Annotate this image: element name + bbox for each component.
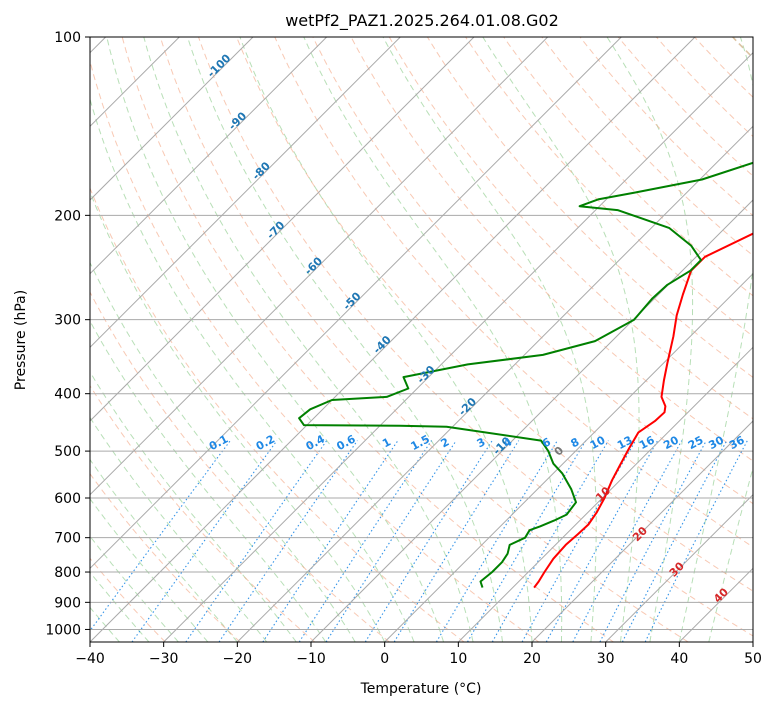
mixing-ratio-line: [262, 440, 399, 642]
x-tick-label: 50: [744, 651, 762, 667]
temperature-profile: [533, 232, 753, 589]
moist-adiabat: [606, 37, 694, 642]
dry-adiabat: [90, 186, 465, 642]
mixing-ratio-label: 13: [615, 433, 635, 452]
dry-adiabat: [198, 37, 753, 637]
dry-adiabat: [90, 59, 540, 642]
y-axis-ticks: 100 200 300 400 500 600 700 800 900 1000: [45, 30, 90, 638]
mixing-ratio-line: [491, 440, 609, 642]
y-tick-label: 300: [54, 313, 81, 329]
y-tick-label: 800: [54, 565, 81, 581]
y-tick-label: 1000: [45, 622, 81, 638]
mixing-ratio-line: [218, 440, 358, 642]
mixing-ratio-label: 36: [727, 433, 747, 452]
y-tick-label: 400: [54, 387, 81, 403]
dry-adiabat: [617, 37, 753, 177]
isotherm: [310, 199, 753, 642]
moist-adiabat: [90, 535, 179, 642]
moist-adiabat: [106, 37, 445, 642]
mixing-ratio-line: [185, 440, 328, 642]
isotherm: [90, 37, 549, 496]
plot-area: [90, 37, 753, 642]
mixing-ratio-line: [467, 440, 587, 642]
x-tick-label: −30: [149, 651, 179, 667]
dry-adiabat: [274, 37, 753, 548]
moist-adiabat: [90, 190, 386, 642]
moist-adiabat: [90, 370, 297, 642]
isotherm: [90, 37, 328, 275]
moist-adiabat: [303, 37, 563, 642]
isotherm: [457, 346, 753, 642]
mixing-ratio-line: [131, 440, 278, 642]
isotherm: [605, 493, 753, 642]
isotherm: [163, 51, 753, 642]
isotherm: [236, 125, 753, 642]
moist-adiabat: [382, 37, 597, 642]
moist-adiabat: [90, 320, 327, 642]
x-tick-label: 0: [380, 651, 389, 667]
y-tick-label: 200: [54, 208, 81, 224]
moist-adiabats: [90, 37, 753, 642]
mixing-ratio-line: [393, 440, 520, 642]
x-tick-label: −20: [223, 651, 253, 667]
dry-adiabat: [159, 37, 689, 642]
dewpoint-profile: [298, 161, 753, 588]
x-tick-label: 10: [449, 651, 467, 667]
mixing-ratio-line: [644, 440, 748, 642]
isobar-gridlines: [90, 37, 753, 630]
moist-adiabat: [90, 497, 209, 642]
moist-adiabat: [708, 465, 753, 642]
y-tick-label: 700: [54, 531, 81, 547]
mixing-ratio-label: 30: [706, 433, 726, 452]
x-tick-label: 40: [670, 651, 688, 667]
isotherm: [90, 37, 254, 201]
x-tick-label: 20: [523, 651, 541, 667]
dry-adiabat: [90, 384, 316, 642]
dry-adiabat: [426, 37, 753, 378]
moist-adiabat: [239, 37, 533, 642]
isotherm: [531, 420, 753, 642]
profile-lines: [298, 161, 753, 589]
x-tick-label: −40: [75, 651, 105, 667]
isotherm: [384, 272, 753, 642]
mixing-ratio-line: [90, 440, 231, 632]
moist-adiabat: [90, 261, 356, 642]
moist-adiabat: [143, 37, 474, 642]
skewed-isotherms: [90, 37, 753, 642]
dry-adiabat: [388, 37, 753, 420]
dry-adiabat: [236, 37, 753, 592]
y-tick-label: 500: [54, 444, 81, 460]
chart-title: wetPf2_PAZ1.2025.264.01.08.G02: [285, 11, 559, 31]
mixing-ratio-line: [435, 440, 558, 642]
mixing-ratio-label: 16: [637, 433, 657, 452]
isotherm: [90, 37, 696, 642]
mixing-ratio-label: 20: [661, 433, 681, 452]
dry-adiabat: [121, 37, 614, 642]
dry-adiabat: [503, 37, 753, 297]
x-tick-label: −10: [296, 651, 326, 667]
dry-adiabats: [90, 37, 753, 642]
moist-adiabat: [482, 37, 640, 642]
isotherm: [90, 37, 622, 570]
dry-adiabat: [90, 291, 390, 642]
y-axis-label: Pressure (hPa): [13, 290, 29, 390]
x-tick-label: 30: [597, 651, 615, 667]
y-tick-label: 100: [54, 30, 81, 46]
moist-adiabat: [187, 37, 503, 642]
y-tick-label: 600: [54, 491, 81, 507]
x-axis-label: Temperature (°C): [360, 681, 482, 697]
isotherm: [90, 37, 475, 422]
mixing-ratio-line: [298, 440, 432, 642]
mixing-ratio-line: [599, 440, 707, 642]
x-axis-ticks: −40 −30 −20 −10 0 10 20 30 40 50: [75, 642, 762, 667]
plot-frame: [89, 36, 754, 643]
mixing-ratio-label: 25: [686, 433, 706, 452]
moist-adiabat: [678, 37, 753, 642]
mixing-ratio-label: 10: [588, 433, 608, 452]
isotherm: [90, 37, 401, 349]
y-tick-label: 900: [54, 595, 81, 611]
dry-adiabat: [312, 37, 753, 505]
